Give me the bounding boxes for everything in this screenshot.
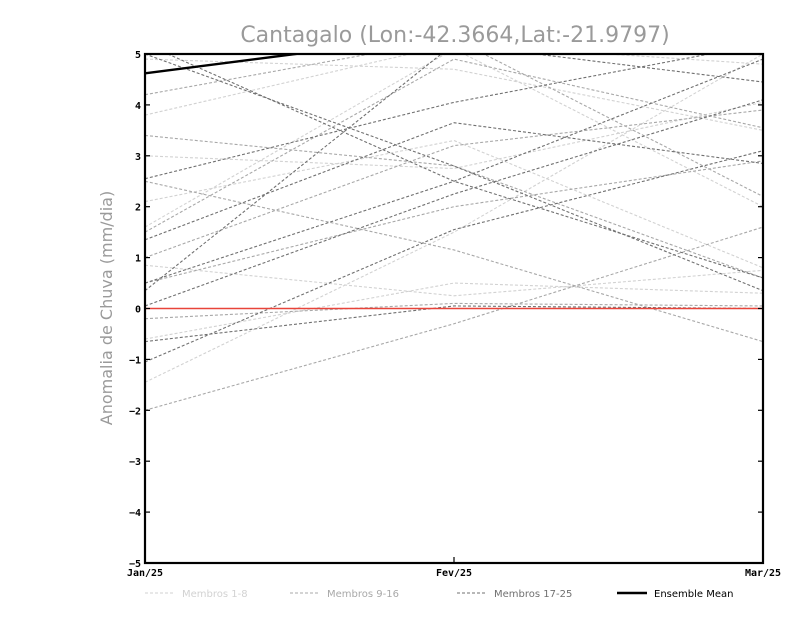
x-tick-label: Fev/25 <box>436 568 472 579</box>
series-line-group1-member3 <box>145 54 763 383</box>
series-line-group3-member9 <box>145 58 763 284</box>
series-line-group3-member7 <box>145 99 763 307</box>
series-layer <box>145 54 763 411</box>
series-line-group1-member4 <box>145 54 763 228</box>
y-tick-label: 3 <box>135 152 141 163</box>
y-tick-label: −4 <box>129 508 141 519</box>
series-line-group3-member1 <box>145 54 713 180</box>
y-tick-label: 1 <box>135 254 141 265</box>
legend-label-group1: Membros 1-8 <box>182 589 248 600</box>
series-line-group1-member8 <box>145 54 763 116</box>
y-tick-label: −2 <box>129 406 141 417</box>
series-line-group2-member6 <box>145 134 763 279</box>
y-tick-label: −3 <box>129 457 141 468</box>
series-line-group1-member2 <box>145 264 763 297</box>
series-line-group2-member5 <box>145 302 763 320</box>
series-line-group2-member2 <box>145 226 763 411</box>
y-tick-label: 4 <box>135 101 141 112</box>
series-line-group3-member4 <box>145 305 763 343</box>
series-line-group3-member3 <box>145 54 763 292</box>
y-tick-label: −5 <box>129 559 141 570</box>
series-line-group2-member3 <box>145 58 763 233</box>
series-line-group2-member1 <box>145 180 763 343</box>
x-tick-label: Jan/25 <box>127 568 163 579</box>
legend-label-group2: Membros 9-16 <box>327 589 399 600</box>
y-tick-label: −1 <box>129 355 141 366</box>
series-line-group1-member6 <box>145 139 763 269</box>
x-tick-label: Mar/25 <box>745 568 781 579</box>
y-tick-label: 0 <box>135 305 141 316</box>
x-axis-ticks: Jan/25 Fev/25 Mar/25 <box>127 557 781 579</box>
ensemble-mean-line <box>145 54 305 75</box>
series-line-group3-member6 <box>166 54 763 279</box>
series-line-group3-member8 <box>145 54 763 292</box>
legend-label-group3: Membros 17-25 <box>494 589 572 600</box>
series-line-group3-member5 <box>145 150 763 363</box>
series-line-group2-member7 <box>145 54 763 198</box>
y-axis-label: Anomalia de Chuva (mm/dia) <box>97 191 116 425</box>
y-tick-label: 5 <box>135 50 141 61</box>
chart-title: Cantagalo (Lon:-42.3664,Lat:-21.9797) <box>240 23 669 48</box>
series-line-group2-member8 <box>145 109 763 259</box>
series-line-group2-member4 <box>145 160 763 284</box>
series-line-group1-member5 <box>145 58 763 131</box>
legend: Membros 1-8 Membros 9-16 Membros 17-25 Ense… <box>145 589 733 600</box>
series-line-group1-member7 <box>145 282 763 340</box>
legend-label-ensemble-mean: Ensemble Mean <box>654 589 733 600</box>
y-tick-label: 2 <box>135 203 141 214</box>
series-line-group1-member1 <box>145 101 763 170</box>
y-axis-ticks: −5 −4 −3 −2 −1 0 1 2 3 4 5 <box>129 50 763 570</box>
series-line-group3-member2 <box>145 122 763 241</box>
